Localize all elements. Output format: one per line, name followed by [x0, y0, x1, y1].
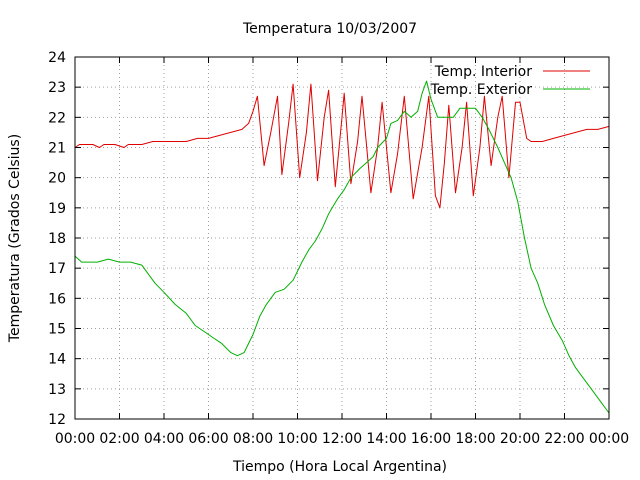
- x-tick-label: 06:00: [188, 431, 228, 447]
- y-tick-label: 24: [48, 50, 66, 66]
- x-tick-label: 02:00: [99, 431, 139, 447]
- legend-label-interior: Temp. Interior: [434, 64, 533, 80]
- chart-title: Temperatura 10/03/2007: [242, 21, 417, 37]
- legend-label-exterior: Temp. Exterior: [430, 82, 533, 98]
- y-tick-label: 15: [48, 322, 66, 338]
- x-tick-label: 00:00: [589, 431, 629, 447]
- x-tick-label: 16:00: [411, 431, 451, 447]
- y-tick-label: 18: [48, 231, 66, 247]
- y-tick-label: 22: [48, 110, 66, 126]
- y-tick-label: 16: [48, 291, 66, 307]
- series-line-interior: [74, 83, 610, 209]
- series-line-exterior: [74, 80, 610, 414]
- x-tick-label: 10:00: [277, 431, 317, 447]
- legend: Temp. Interior Temp. Exterior: [430, 64, 590, 98]
- y-axis-label: Temperatura (Grados Celsius): [7, 134, 23, 343]
- grid: [75, 57, 609, 419]
- x-tick-label: 20:00: [500, 431, 540, 447]
- y-tick-label: 19: [48, 201, 66, 217]
- x-axis-label: Tiempo (Hora Local Argentina): [232, 459, 447, 475]
- y-tick-label: 12: [48, 412, 66, 428]
- series-layer: [74, 80, 610, 414]
- x-tick-label: 14:00: [366, 431, 406, 447]
- x-tick-label: 04:00: [144, 431, 184, 447]
- y-tick-label: 14: [48, 352, 66, 368]
- x-tick-label: 12:00: [322, 431, 362, 447]
- y-tick-label: 13: [48, 382, 66, 398]
- x-tick-label: 00:00: [55, 431, 95, 447]
- x-tick-label: 22:00: [544, 431, 584, 447]
- y-tick-label: 17: [48, 261, 66, 277]
- y-tick-label: 23: [48, 80, 66, 96]
- x-tick-label: 18:00: [455, 431, 495, 447]
- y-tick-label: 21: [48, 141, 66, 157]
- x-tick-label: 08:00: [233, 431, 273, 447]
- y-tick-label: 20: [48, 171, 66, 187]
